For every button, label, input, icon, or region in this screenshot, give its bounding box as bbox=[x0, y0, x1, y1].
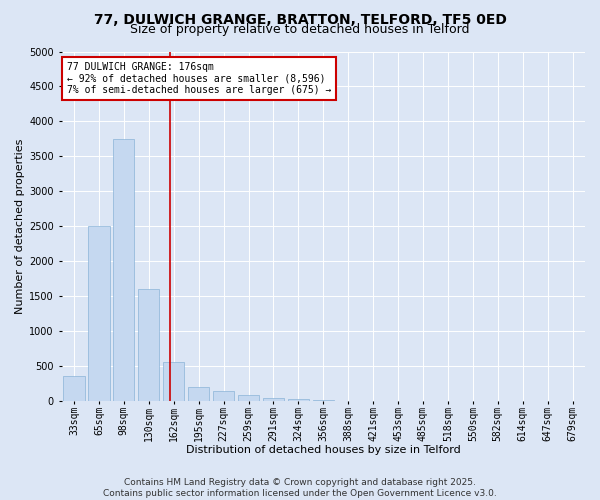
Bar bbox=[138, 290, 160, 402]
Bar bbox=[263, 398, 284, 402]
Text: Size of property relative to detached houses in Telford: Size of property relative to detached ho… bbox=[130, 22, 470, 36]
Bar bbox=[213, 391, 234, 402]
X-axis label: Distribution of detached houses by size in Telford: Distribution of detached houses by size … bbox=[186, 445, 461, 455]
Y-axis label: Number of detached properties: Number of detached properties bbox=[15, 139, 25, 314]
Bar bbox=[188, 388, 209, 402]
Bar bbox=[163, 362, 184, 402]
Bar bbox=[238, 395, 259, 402]
Bar bbox=[64, 376, 85, 402]
Text: 77, DULWICH GRANGE, BRATTON, TELFORD, TF5 0ED: 77, DULWICH GRANGE, BRATTON, TELFORD, TF… bbox=[94, 12, 506, 26]
Text: 77 DULWICH GRANGE: 176sqm
← 92% of detached houses are smaller (8,596)
7% of sem: 77 DULWICH GRANGE: 176sqm ← 92% of detac… bbox=[67, 62, 331, 95]
Text: Contains HM Land Registry data © Crown copyright and database right 2025.
Contai: Contains HM Land Registry data © Crown c… bbox=[103, 478, 497, 498]
Bar bbox=[313, 400, 334, 402]
Bar bbox=[88, 226, 110, 402]
Bar bbox=[288, 400, 309, 402]
Bar bbox=[113, 139, 134, 402]
Bar bbox=[338, 401, 359, 402]
